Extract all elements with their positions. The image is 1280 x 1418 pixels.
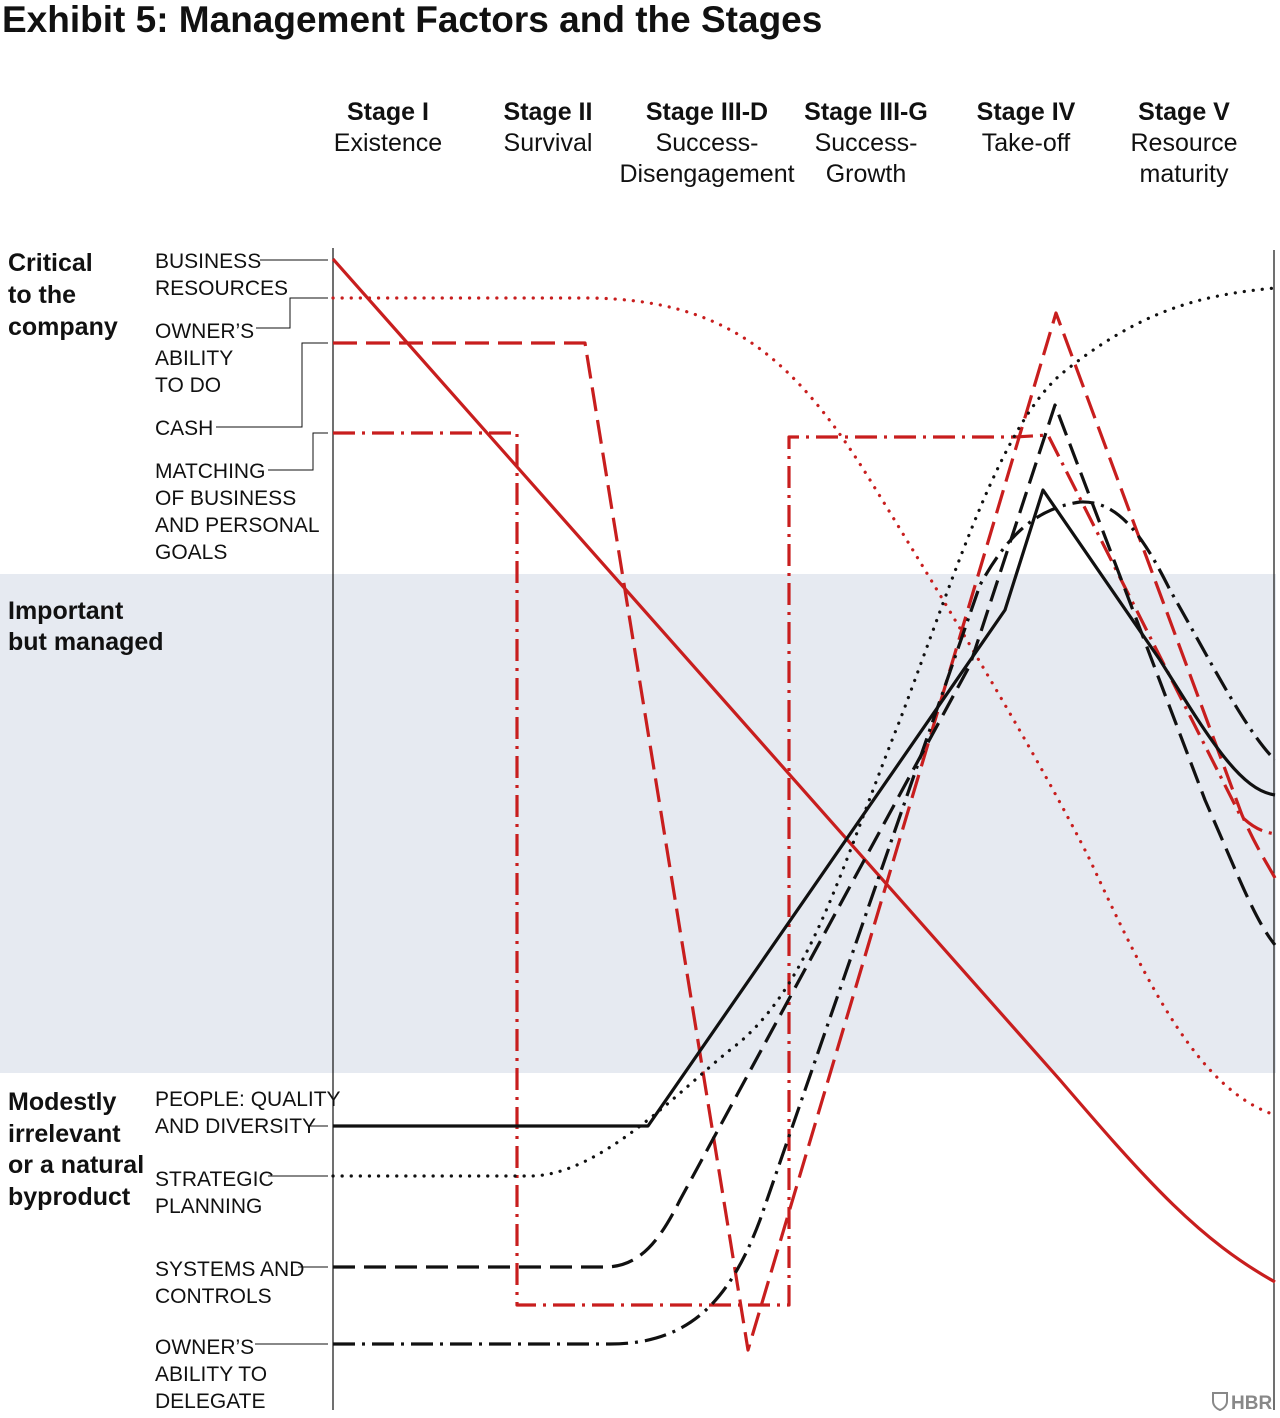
stage-subtitle: Survival (504, 129, 593, 157)
band-label-line: byproduct (8, 1183, 131, 1211)
curve-people (333, 488, 1276, 1128)
stage-header-6: Stage V Resource maturity (1131, 98, 1238, 188)
stage-subtitle: Growth (826, 160, 907, 188)
curve-owners-ability-to-delegate (333, 500, 1277, 1346)
factor-label-systems-controls: SYSTEMS AND CONTROLS (155, 1258, 304, 1308)
band-label-line: to the (8, 281, 76, 309)
band-label-line: Modestly (8, 1088, 116, 1116)
factor-label-line: PLANNING (155, 1195, 262, 1218)
stage-subtitle: Disengagement (619, 160, 794, 188)
stage-title: Stage I (347, 98, 429, 126)
hbr-logo: HBR (1212, 1392, 1272, 1414)
shield-icon (1212, 1392, 1228, 1412)
band-label-line: irrelevant (8, 1120, 121, 1148)
stage-subtitle: Resource (1131, 129, 1238, 157)
important-band (0, 574, 1276, 1073)
factor-label-line: CONTROLS (155, 1285, 272, 1308)
factor-label-line: OF BUSINESS (155, 487, 296, 510)
brand-text: HBR (1231, 1393, 1272, 1414)
factor-label-line: ABILITY (155, 347, 233, 370)
factor-label-line: OWNER’S (155, 1336, 254, 1359)
leader-lines (216, 259, 328, 1345)
factor-label-line: PEOPLE: QUALITY (155, 1088, 341, 1111)
band-label-important: Important but managed (8, 597, 164, 656)
stage-subtitle: Success- (815, 129, 918, 157)
factor-label-line: AND DIVERSITY (155, 1115, 316, 1138)
stage-header-2: Stage II Survival (504, 98, 593, 157)
curve-systems-controls (333, 403, 1277, 1269)
band-label-line: but managed (8, 628, 164, 656)
band-label-critical: Critical to the company (8, 249, 118, 341)
factor-label-line: GOALS (155, 541, 227, 564)
factor-label-cash: CASH (155, 417, 213, 440)
stage-subtitle: Success- (656, 129, 759, 157)
leader-line-owners-ability-to-do (256, 297, 328, 329)
stage-header-4: Stage III-G Success- Growth (804, 98, 928, 188)
factor-label-line: STRATEGIC (155, 1168, 274, 1191)
factor-label-line: AND PERSONAL (155, 514, 320, 537)
factor-label-business-resources: BUSINESS RESOURCES (155, 250, 288, 300)
factor-label-line: RESOURCES (155, 277, 288, 300)
exhibit-title: Exhibit 5: Management Factors and the St… (2, 0, 822, 40)
factor-label-matching-goals: MATCHING OF BUSINESS AND PERSONAL GOALS (155, 460, 320, 564)
stage-header-1: Stage I Existence (334, 98, 442, 157)
band-label-line: company (8, 313, 118, 341)
factor-label-line: CASH (155, 417, 213, 440)
curve-cash (333, 311, 1277, 1352)
stage-title: Stage IV (977, 98, 1076, 126)
stage-subtitle: Existence (334, 129, 442, 157)
band-label-irrelevant: Modestly irrelevant or a natural byprodu… (8, 1088, 144, 1211)
factor-label-line: MATCHING (155, 460, 265, 483)
factor-label-line: TO DO (155, 374, 221, 397)
stage-title: Stage III-G (804, 98, 928, 126)
factor-label-owners-ability-to-do: OWNER’S ABILITY TO DO (155, 320, 254, 397)
leader-line-cash (216, 342, 328, 428)
stage-title: Stage V (1138, 98, 1230, 126)
leader-line-matching-goals (268, 432, 328, 471)
factor-label-owners-ability-to-delegate: OWNER’S ABILITY TO DELEGATE (155, 1336, 267, 1413)
stage-title: Stage II (504, 98, 593, 126)
factor-label-line: SYSTEMS AND (155, 1258, 304, 1281)
stage-title: Stage III-D (646, 98, 768, 126)
factor-label-line: OWNER’S (155, 320, 254, 343)
factor-curves (331, 257, 1277, 1352)
factor-label-line: BUSINESS (155, 250, 261, 273)
factor-label-people: PEOPLE: QUALITY AND DIVERSITY (155, 1088, 341, 1138)
band-label-line: Important (8, 597, 124, 625)
curve-business-resources (331, 257, 1276, 1284)
stage-header-3: Stage III-D Success- Disengagement (619, 98, 794, 188)
curve-strategic-planning (331, 286, 1277, 1178)
band-label-line: Critical (8, 249, 93, 277)
stage-subtitle: maturity (1140, 160, 1229, 188)
factor-label-line: ABILITY TO (155, 1363, 267, 1386)
stage-header-5: Stage IV Take-off (977, 98, 1076, 157)
factor-label-strategic-planning: STRATEGIC PLANNING (155, 1168, 274, 1218)
band-label-line: or a natural (8, 1151, 144, 1179)
factor-label-line: DELEGATE (155, 1390, 265, 1413)
stage-subtitle: Take-off (982, 129, 1071, 157)
curve-owners-ability-to-do (331, 296, 1277, 1117)
